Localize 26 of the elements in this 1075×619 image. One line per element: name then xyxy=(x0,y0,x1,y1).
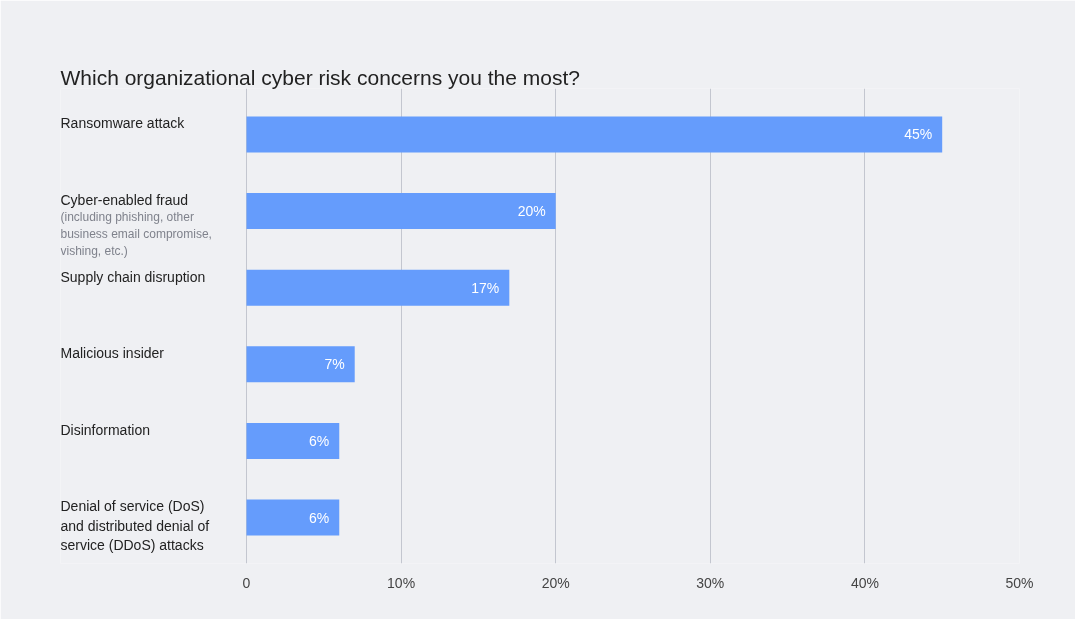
data-label: 7% xyxy=(324,356,345,373)
text: (including phishing, other business email compromise, vishing, etc.) xyxy=(60,209,212,258)
x-tick-label: 30% xyxy=(696,574,725,591)
data-label: 45% xyxy=(904,126,933,143)
data-label: 6% xyxy=(309,432,330,449)
y-tick-label: Cyber-enabled fraud xyxy=(60,191,189,208)
data-label: 20% xyxy=(517,203,546,220)
y-tick-label: Denial of service (DoS) and distributed denial of service (DDoS) attacks xyxy=(60,498,210,553)
bar xyxy=(246,346,355,383)
bar xyxy=(246,269,510,306)
x-tick-label: 40% xyxy=(850,574,879,591)
chart-title: Which organizational cyber risk concerns you the most? xyxy=(60,65,580,89)
bar xyxy=(246,499,340,536)
y-tick-label: Ransomware attack xyxy=(60,115,186,132)
data-label: 6% xyxy=(309,509,330,526)
y-tick-label: Disinformation xyxy=(60,421,150,438)
bar xyxy=(246,422,340,459)
x-tick-label: 20% xyxy=(541,574,570,591)
y-tick-label: Malicious insider xyxy=(60,345,165,362)
x-tick-label: 10% xyxy=(387,574,416,591)
bar xyxy=(246,116,943,153)
x-tick-label: 0 xyxy=(242,574,251,591)
data-label: 17% xyxy=(471,279,500,296)
y-tick-label: Supply chain disruption xyxy=(60,268,206,285)
bar xyxy=(246,193,556,230)
x-tick-label: 50% xyxy=(1005,574,1034,591)
